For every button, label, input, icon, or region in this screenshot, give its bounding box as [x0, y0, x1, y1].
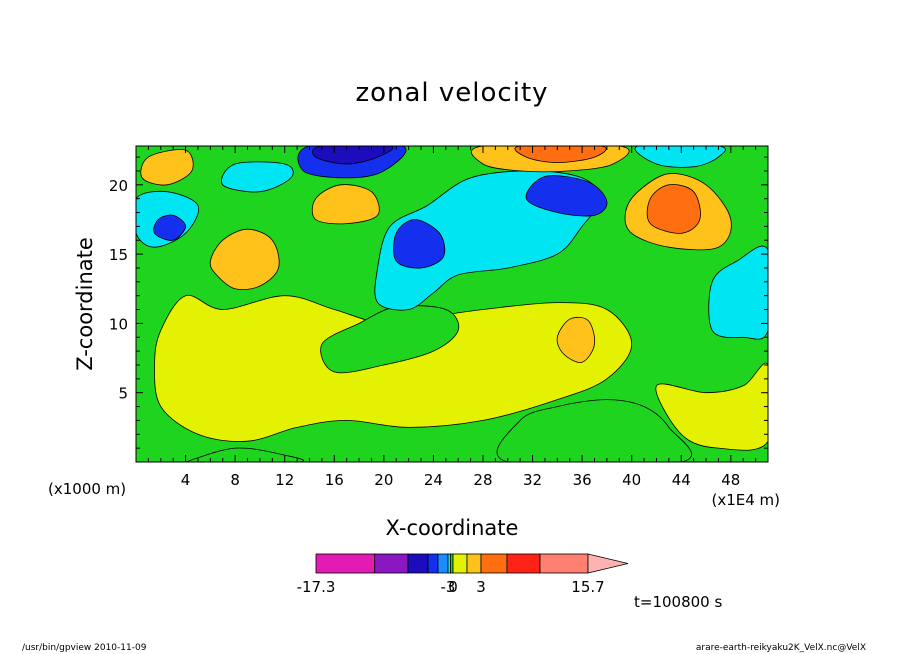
- colorbar-label: 3: [476, 578, 486, 596]
- colorbar-bin: [315, 553, 376, 574]
- x-tick-label: 12: [275, 471, 294, 489]
- contour-region: [634, 146, 726, 168]
- contour-region: [221, 161, 294, 193]
- x-tick-label: 40: [622, 471, 641, 489]
- x-tick-label: 44: [672, 471, 691, 489]
- y-axis-label: Z-coordinate: [73, 237, 97, 371]
- colorbar-extend-arrow: [587, 553, 629, 574]
- x-tick-label: 24: [424, 471, 443, 489]
- contour-region: [140, 149, 194, 186]
- contour-region: [154, 294, 633, 442]
- x-tick-label: 20: [374, 471, 393, 489]
- colorbar-bin: [452, 553, 468, 574]
- contour-region: [525, 175, 608, 217]
- y-tick-label: 10: [109, 315, 128, 333]
- chart-title: zonal velocity: [355, 78, 548, 108]
- contour-region: [311, 184, 380, 225]
- x-tick-label: 16: [325, 471, 344, 489]
- colorbar-labels: -17.3 -30 3 15.7: [297, 578, 605, 596]
- plot-frame: [135, 145, 769, 463]
- contour-region: [393, 219, 446, 269]
- x-unit-right: (x1E4 m): [711, 491, 780, 509]
- y-tick-label: 20: [109, 177, 128, 195]
- contour-region: [153, 214, 187, 241]
- contour-region: [209, 228, 280, 291]
- x-axis: 4 8 12 16 20 24 28 32 36 40 44 48: [147, 146, 757, 489]
- colorbar-label: -17.3: [297, 578, 336, 596]
- colorbar-bin: [437, 553, 449, 574]
- colorbar-label: 15.7: [571, 578, 604, 596]
- footer-left: /usr/bin/gpview 2010-11-09: [22, 643, 147, 653]
- time-label: t=100800 s: [634, 593, 722, 611]
- x-tick-label: 28: [473, 471, 492, 489]
- colorbar-bin: [427, 553, 439, 574]
- colorbar-bin: [480, 553, 508, 574]
- contour-region: [655, 362, 768, 451]
- colorbar-bin: [466, 553, 482, 574]
- contour-region: [646, 184, 701, 234]
- contour-region: [708, 245, 768, 340]
- colorbar-bin: [374, 553, 409, 574]
- colorbar-bin: [506, 553, 541, 574]
- footer-right: arare-earth-reikyaku2K_VelX.nc@VelX: [696, 643, 866, 653]
- colorbar-label: -3: [441, 578, 456, 596]
- colorbar-bin: [407, 553, 429, 574]
- x-tick-label: 48: [721, 471, 740, 489]
- contour-regions: [136, 146, 768, 462]
- contour-region: [320, 305, 460, 374]
- contour-region: [496, 399, 692, 462]
- x-tick-label: 4: [181, 471, 191, 489]
- y-axis: 5 10 15 20: [109, 156, 768, 449]
- colorbar: [315, 553, 629, 574]
- contour-region: [556, 316, 596, 363]
- y-tick-label: 15: [109, 246, 128, 264]
- colorbar-bin: [539, 553, 589, 574]
- x-tick-label: 8: [230, 471, 240, 489]
- colorbar-label: 0: [448, 578, 458, 596]
- y-tick-label: 5: [118, 385, 128, 403]
- x-axis-label: X-coordinate: [386, 516, 519, 540]
- x-tick-label: 32: [523, 471, 542, 489]
- x-tick-label: 36: [573, 471, 592, 489]
- contour-region: [176, 447, 304, 462]
- x-unit-left: (x1000 m): [48, 480, 126, 498]
